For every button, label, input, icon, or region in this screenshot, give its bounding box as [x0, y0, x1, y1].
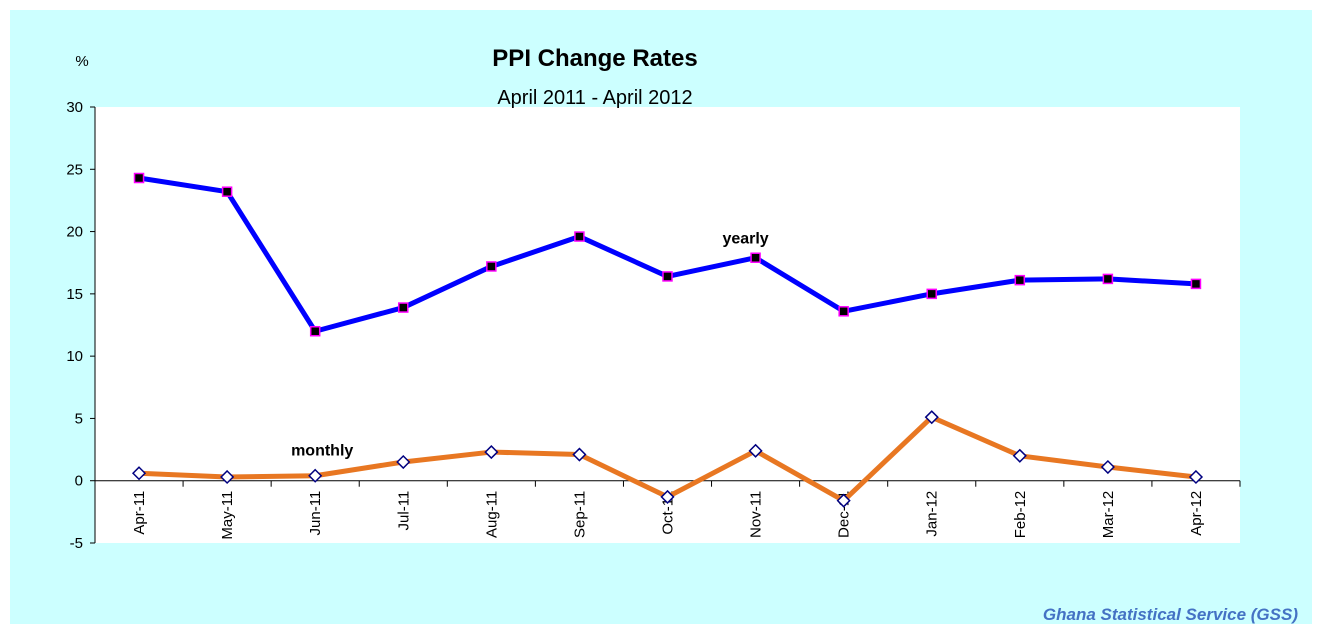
x-tick-label: Feb-12 [1012, 491, 1029, 539]
y-tick-label: 5 [75, 410, 83, 427]
marker [133, 172, 145, 184]
x-tick-label: Sep-11 [571, 491, 588, 538]
marker [1100, 459, 1115, 475]
x-tick-label: Jun-11 [307, 491, 324, 536]
x-tick-label: Oct-11 [660, 491, 677, 535]
x-tick-label: Apr-12 [1188, 491, 1205, 536]
marker [926, 288, 937, 300]
y-tick-label: 10 [66, 348, 83, 365]
marker [309, 325, 321, 337]
x-tick-label: May-11 [219, 491, 236, 540]
x-tick-label: Aug-11 [483, 491, 500, 538]
marker [1012, 448, 1027, 463]
y-tick-label: 15 [66, 286, 83, 303]
marker [574, 231, 585, 242]
x-tick-label: Apr-11 [131, 491, 148, 535]
marker [396, 454, 411, 470]
marker [1188, 469, 1204, 485]
x-tick-label: Nov-11 [748, 491, 765, 538]
marker [750, 252, 761, 263]
marker [572, 447, 587, 462]
series-annotation: yearly [722, 231, 768, 248]
y-tick-label: -5 [70, 535, 83, 552]
chart-title: PPI Change Rates [492, 45, 697, 72]
marker [836, 493, 851, 508]
marker [662, 271, 673, 282]
y-tick-label: 0 [75, 473, 83, 490]
marker [1102, 273, 1114, 285]
marker [1014, 274, 1026, 286]
marker [486, 261, 497, 272]
marker [308, 468, 323, 483]
marker [838, 306, 849, 317]
y-tick-label: 30 [66, 99, 83, 116]
marker [484, 445, 499, 460]
marker [220, 469, 235, 485]
plot-area [95, 107, 1240, 543]
x-tick-label: Jan-12 [924, 491, 941, 537]
y-tick-label: 20 [66, 224, 83, 241]
marker [924, 410, 939, 425]
source: Ghana Statistical Service (GSS) [1043, 605, 1298, 624]
y-axis-label: % [75, 53, 88, 70]
marker [748, 443, 763, 458]
y-tick-label: 25 [66, 161, 83, 178]
x-tick-label: Mar-12 [1100, 491, 1117, 539]
marker [398, 302, 409, 313]
marker [1190, 278, 1202, 290]
chart-subtitle: April 2011 - April 2012 [497, 87, 692, 109]
marker [660, 489, 675, 504]
marker [131, 466, 147, 481]
marker [221, 186, 233, 197]
x-tick-label: Jul-11 [395, 491, 412, 531]
series-annotation: monthly [291, 443, 353, 460]
